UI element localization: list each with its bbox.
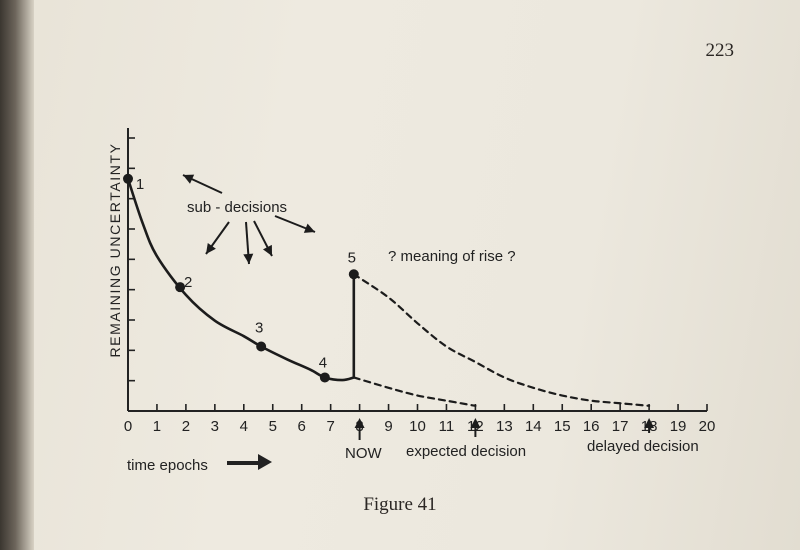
point-label-1: 1 — [136, 176, 144, 193]
x-tick-label: 11 — [439, 418, 455, 435]
x-tick-label: 19 — [670, 418, 687, 435]
x-tick-label: 5 — [269, 418, 277, 435]
now-label: NOW — [345, 445, 383, 462]
x-tick-label: 6 — [298, 418, 306, 435]
x-tick-label: 20 — [699, 418, 716, 435]
decision-markers — [354, 418, 655, 440]
expected-marker-arrow — [470, 418, 481, 428]
decision-point-2 — [175, 282, 186, 293]
x-tick-label: 2 — [182, 418, 190, 435]
x-axis-arrow — [227, 454, 272, 470]
arrow-head — [243, 253, 254, 264]
chart-axes — [127, 128, 708, 412]
page-number: 223 — [705, 40, 735, 61]
arrow-head — [206, 242, 216, 254]
point-label-3: 3 — [255, 320, 263, 337]
expected-decision-label: expected decision — [406, 443, 526, 460]
series-line-2 — [352, 273, 651, 407]
delayed-decision-label: delayed decision — [587, 438, 699, 455]
x-tick-label: 7 — [326, 418, 334, 435]
rise-annotation: ? meaning of rise ? — [388, 248, 516, 265]
x-tick-label: 13 — [496, 418, 513, 435]
x-tick-label: 4 — [240, 418, 248, 435]
decision-point-4 — [319, 372, 330, 383]
y-axis-label: REMAINING UNCERTAINTY — [107, 142, 123, 357]
delayed-marker-arrow — [644, 418, 655, 428]
book-spine — [0, 0, 34, 550]
point-label-2: 2 — [184, 274, 192, 291]
arrow-head — [303, 223, 315, 233]
x-tick-label: 0 — [124, 418, 132, 435]
chart-points: 1 2 3 4 5 — [123, 173, 359, 383]
x-tick-labels: 01234567891011121314151617181920 — [124, 418, 716, 435]
x-tick-label: 9 — [384, 418, 392, 435]
point-label-5: 5 — [348, 249, 356, 266]
sub-decisions-label: sub - decisions — [187, 199, 287, 216]
arrow-head — [183, 174, 195, 184]
figure-caption: Figure 41 — [363, 494, 437, 515]
x-tick-label: 1 — [153, 418, 161, 435]
point-label-4: 4 — [319, 354, 327, 371]
x-tick-label: 16 — [583, 418, 600, 435]
x-tick-label: 14 — [525, 418, 542, 435]
x-tick-label: 10 — [409, 418, 426, 435]
decision-point-5 — [348, 269, 359, 280]
now-marker-arrow — [354, 418, 365, 428]
sub-decision-arrows — [182, 174, 316, 265]
x-tick-label: 3 — [211, 418, 219, 435]
x-axis-label: time epochs — [127, 457, 208, 474]
decision-point-1 — [123, 173, 133, 184]
series-line-3 — [352, 376, 477, 407]
x-tick-label: 17 — [612, 418, 629, 435]
decision-point-3 — [256, 341, 267, 352]
x-tick-label: 15 — [554, 418, 571, 435]
arrow-head — [262, 244, 272, 256]
